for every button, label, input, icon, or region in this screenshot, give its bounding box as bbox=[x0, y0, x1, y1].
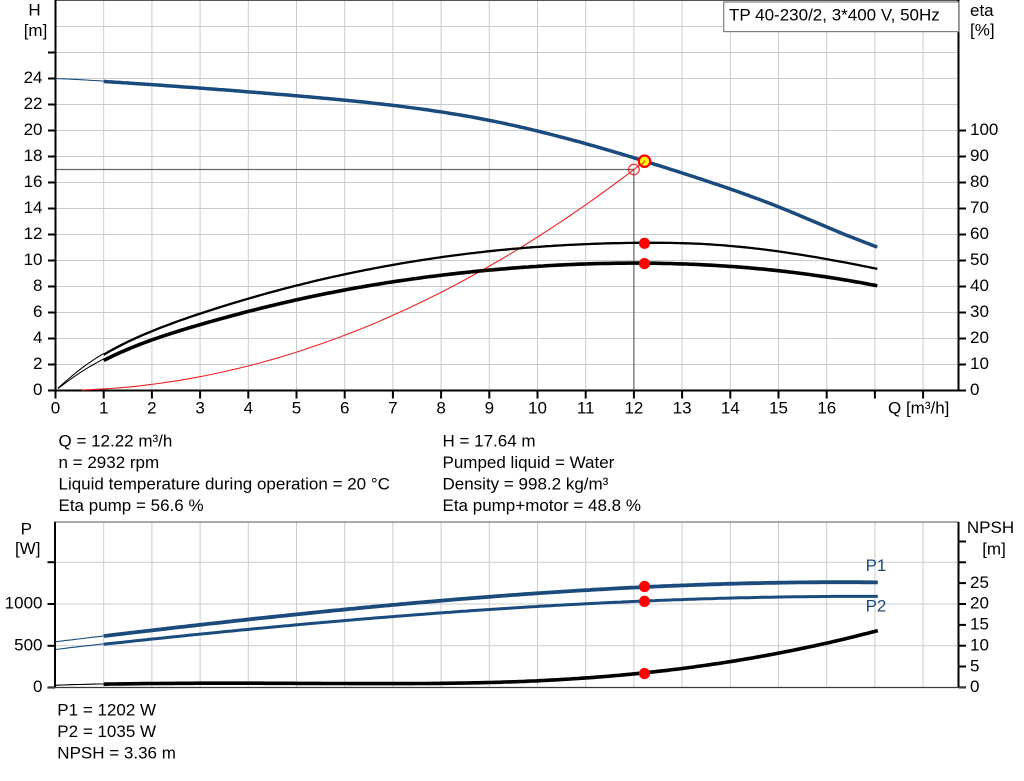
svg-text:12: 12 bbox=[24, 224, 43, 243]
svg-text:20: 20 bbox=[970, 328, 989, 347]
svg-text:14: 14 bbox=[24, 198, 43, 217]
svg-text:13: 13 bbox=[673, 398, 692, 417]
svg-text:20: 20 bbox=[24, 120, 43, 139]
svg-text:[W]: [W] bbox=[15, 539, 41, 558]
svg-text:15: 15 bbox=[970, 615, 989, 634]
svg-text:9: 9 bbox=[485, 398, 494, 417]
svg-text:n = 2932 rpm: n = 2932 rpm bbox=[59, 453, 160, 472]
svg-text:16: 16 bbox=[24, 172, 43, 191]
svg-text:3: 3 bbox=[195, 398, 204, 417]
svg-text:90: 90 bbox=[970, 146, 989, 165]
svg-text:0: 0 bbox=[970, 677, 979, 696]
svg-text:40: 40 bbox=[970, 276, 989, 295]
svg-text:NPSH: NPSH bbox=[967, 518, 1014, 537]
svg-text:1: 1 bbox=[99, 398, 108, 417]
svg-text:H = 17.64 m: H = 17.64 m bbox=[443, 432, 536, 451]
svg-text:10: 10 bbox=[970, 635, 989, 654]
svg-text:[%]: [%] bbox=[970, 21, 995, 40]
svg-text:10: 10 bbox=[528, 398, 547, 417]
svg-text:25: 25 bbox=[970, 573, 989, 592]
svg-text:4: 4 bbox=[33, 328, 42, 347]
svg-text:0: 0 bbox=[33, 677, 42, 696]
svg-text:Eta pump = 56.6 %: Eta pump = 56.6 % bbox=[59, 496, 204, 515]
svg-text:12: 12 bbox=[624, 398, 643, 417]
svg-text:4: 4 bbox=[244, 398, 253, 417]
svg-text:10: 10 bbox=[970, 354, 989, 373]
svg-text:P1: P1 bbox=[866, 556, 887, 575]
svg-text:18: 18 bbox=[24, 146, 43, 165]
svg-text:P2 = 1035 W: P2 = 1035 W bbox=[57, 722, 156, 741]
svg-text:Density = 998.2 kg/m³: Density = 998.2 kg/m³ bbox=[443, 474, 609, 493]
svg-text:Q = 12.22 m³/h: Q = 12.22 m³/h bbox=[59, 432, 173, 451]
svg-text:8: 8 bbox=[33, 276, 42, 295]
svg-text:P2: P2 bbox=[866, 597, 887, 616]
svg-text:100: 100 bbox=[970, 120, 998, 139]
svg-text:80: 80 bbox=[970, 172, 989, 191]
svg-text:7: 7 bbox=[388, 398, 397, 417]
svg-text:Pumped liquid = Water: Pumped liquid = Water bbox=[443, 453, 615, 472]
svg-text:22: 22 bbox=[24, 94, 43, 113]
svg-text:24: 24 bbox=[24, 68, 43, 87]
svg-text:15: 15 bbox=[769, 398, 788, 417]
svg-text:16: 16 bbox=[817, 398, 836, 417]
svg-text:Eta pump+motor = 48.8 %: Eta pump+motor = 48.8 % bbox=[443, 496, 641, 515]
svg-text:0: 0 bbox=[970, 380, 979, 399]
svg-text:2: 2 bbox=[147, 398, 156, 417]
svg-text:60: 60 bbox=[970, 224, 989, 243]
svg-text:10: 10 bbox=[24, 250, 43, 269]
svg-text:Liquid temperature during oper: Liquid temperature during operation = 20… bbox=[59, 474, 390, 493]
svg-text:P1 = 1202 W: P1 = 1202 W bbox=[57, 701, 156, 720]
svg-text:6: 6 bbox=[340, 398, 349, 417]
svg-text:P: P bbox=[21, 520, 32, 539]
svg-text:eta: eta bbox=[970, 1, 994, 20]
svg-text:0: 0 bbox=[33, 380, 42, 399]
svg-text:NPSH = 3.36 m: NPSH = 3.36 m bbox=[57, 743, 176, 762]
svg-text:5: 5 bbox=[292, 398, 301, 417]
svg-text:TP 40-230/2, 3*400 V, 50Hz: TP 40-230/2, 3*400 V, 50Hz bbox=[729, 6, 940, 25]
svg-text:70: 70 bbox=[970, 198, 989, 217]
svg-text:50: 50 bbox=[970, 250, 989, 269]
svg-text:H: H bbox=[28, 1, 40, 20]
svg-text:Q [m³/h]: Q [m³/h] bbox=[888, 398, 949, 417]
svg-text:2: 2 bbox=[33, 354, 42, 373]
svg-text:8: 8 bbox=[436, 398, 445, 417]
svg-text:[m]: [m] bbox=[982, 539, 1006, 558]
svg-text:500: 500 bbox=[14, 635, 42, 654]
svg-text:11: 11 bbox=[577, 398, 595, 417]
svg-text:0: 0 bbox=[51, 398, 60, 417]
svg-text:14: 14 bbox=[721, 398, 740, 417]
svg-text:6: 6 bbox=[33, 302, 42, 321]
svg-text:5: 5 bbox=[970, 656, 979, 675]
svg-text:20: 20 bbox=[970, 594, 989, 613]
svg-text:1000: 1000 bbox=[5, 594, 43, 613]
svg-text:[m]: [m] bbox=[24, 21, 48, 40]
svg-text:30: 30 bbox=[970, 302, 989, 321]
